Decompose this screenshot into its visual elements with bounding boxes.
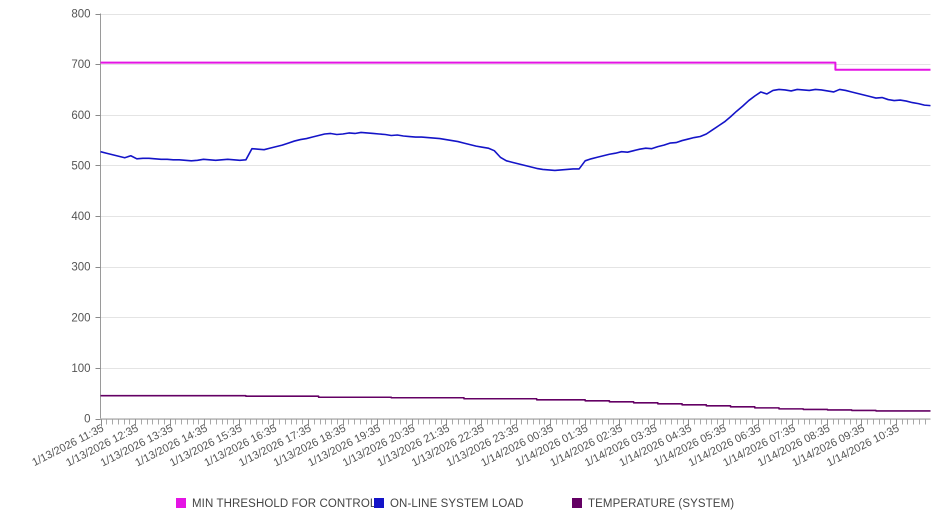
legend-label: ON-LINE SYSTEM LOAD [390, 498, 524, 510]
y-tick-label: 600 [71, 110, 90, 122]
y-tick-labels: 800 700 600 500 400 300 200 100 0 [71, 9, 90, 426]
series-line-3 [100, 394, 931, 412]
legend-swatch [374, 498, 384, 508]
legend-label: MIN THRESHOLD FOR CONTROL [192, 498, 377, 510]
y-tick-label: 800 [71, 9, 90, 21]
x-axis-minor-ticks [101, 419, 926, 427]
y-tick-label: 200 [71, 312, 90, 324]
x-tick-labels: 1/13/2026 11:351/13/2026 12:351/13/2026 … [30, 422, 901, 469]
y-tick-label: 300 [71, 262, 90, 274]
chart-legend: MIN THRESHOLD FOR CONTROL ON-LINE SYSTEM … [176, 498, 734, 510]
y-axis [95, 13, 101, 420]
legend-swatch [176, 498, 186, 508]
y-tick-label: 0 [84, 414, 90, 426]
series-line-1 [100, 61, 931, 71]
legend-swatch [572, 498, 582, 508]
y-tick-label: 700 [71, 59, 90, 71]
legend-label: TEMPERATURE (SYSTEM) [588, 498, 734, 510]
y-tick-label: 500 [71, 160, 90, 172]
grid-lines [100, 14, 931, 420]
y-tick-label: 400 [71, 211, 90, 223]
plot-series [100, 61, 931, 412]
series-line-2 [100, 88, 931, 172]
y-tick-label: 100 [71, 363, 90, 375]
